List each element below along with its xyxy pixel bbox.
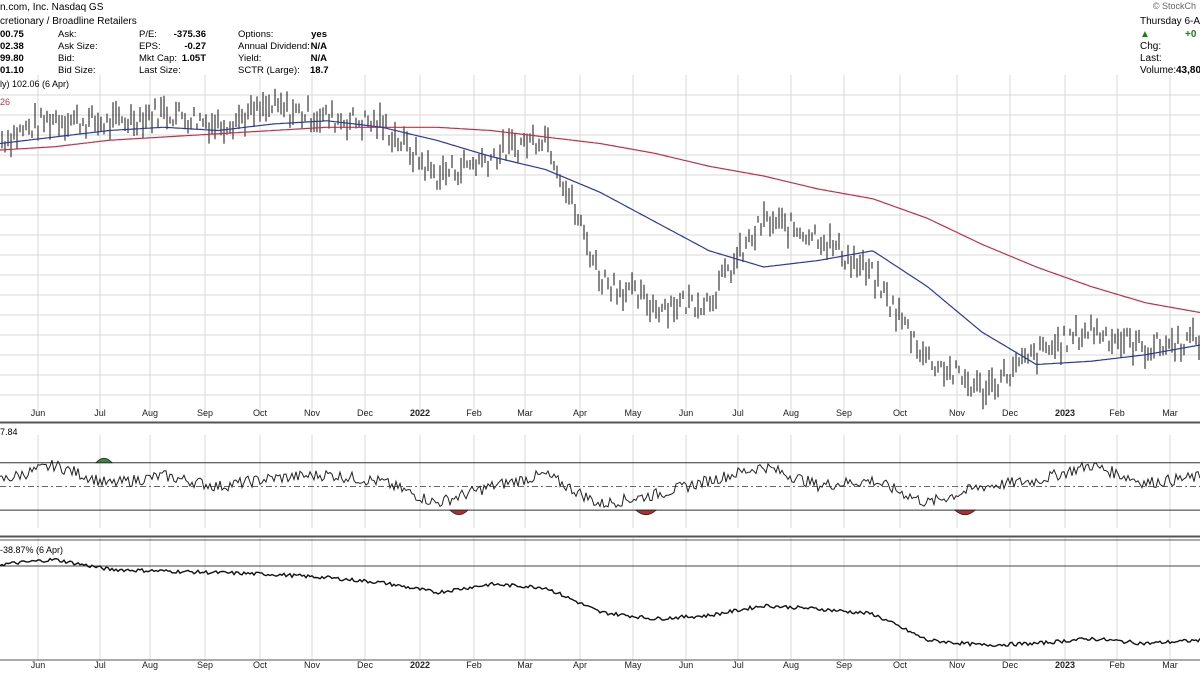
x-tick-label: 2023 — [1055, 408, 1075, 418]
quote-key: Ask: — [58, 29, 77, 40]
ma-long-line — [0, 126, 1200, 314]
x-tick-label: Mar — [517, 660, 533, 670]
x-tick-label: Sep — [197, 408, 213, 418]
x-tick-label: Aug — [142, 408, 158, 418]
rsi-panel-label: 7.84 — [0, 427, 18, 437]
quote-key: P/E: — [139, 29, 157, 40]
up-arrow-icon: ▲ — [1140, 29, 1150, 40]
quote-row: 01.10 Bid Size: Last Size: SCTR (Large):… — [0, 65, 329, 77]
quote-value: yes — [311, 29, 327, 40]
quote-row: 00.75 Ask: P/E: -375.36 Options: yes — [0, 29, 327, 41]
quote-key: SCTR (Large): — [238, 65, 300, 76]
quote-value: -375.36 — [173, 29, 206, 40]
sector-label: cretionary / Broadline Retailers — [0, 16, 137, 27]
quote-key: Bid: — [58, 53, 75, 64]
rsi-oversold-fill — [634, 509, 658, 516]
x-tick-label: Dec — [1002, 408, 1019, 418]
relative-strength-line — [0, 557, 1200, 648]
x-tick-label: Dec — [357, 660, 374, 670]
x-tick-label: Feb — [466, 408, 482, 418]
rsi-oversold-fill — [449, 509, 469, 516]
x-tick-label: Nov — [304, 408, 321, 418]
x-tick-label: Mar — [1162, 660, 1178, 670]
rsi-line — [0, 459, 1200, 509]
x-tick-label: Jul — [732, 408, 744, 418]
x-tick-label: Jun — [31, 408, 46, 418]
price-axis-fragment: 26 — [0, 97, 11, 107]
x-tick-label: Oct — [253, 408, 268, 418]
relative-panel-label: -38.87% (6 Apr) — [0, 545, 64, 555]
quote-key: Mkt Cap: — [139, 53, 178, 64]
x-tick-label: Aug — [783, 660, 799, 670]
last-label: Last: — [1140, 53, 1162, 64]
quote-key: Yield: — [238, 53, 262, 64]
rsi-oversold-fill — [953, 509, 977, 516]
x-tick-label: Jul — [94, 408, 106, 418]
ma-short-line — [0, 120, 1200, 366]
x-tick-label: Jul — [94, 660, 106, 670]
quote-key: Options: — [238, 29, 274, 40]
x-tick-label: Nov — [949, 408, 966, 418]
x-tick-label: Jun — [679, 408, 694, 418]
company-name: n.com, Inc. Nasdaq GS — [0, 2, 104, 13]
change-row: ▲ +0 — [1140, 29, 1196, 41]
chg-label: Chg: — [1140, 41, 1162, 52]
x-tick-label: Dec — [357, 408, 374, 418]
x-tick-label: Feb — [466, 660, 482, 670]
x-tick-label: Aug — [783, 408, 799, 418]
x-tick-label: Oct — [893, 660, 908, 670]
x-tick-label: Apr — [573, 660, 587, 670]
x-tick-label: Sep — [836, 408, 852, 418]
quote-key: Bid Size: — [58, 65, 96, 76]
quote-key: EPS: — [139, 41, 161, 52]
x-tick-label: May — [624, 408, 642, 418]
x-tick-label: Feb — [1109, 408, 1125, 418]
x-tick-label: Sep — [836, 660, 852, 670]
quote-key: Annual Dividend: — [238, 41, 310, 52]
quote-value: N/A — [310, 53, 327, 64]
x-tick-label: Mar — [517, 408, 533, 418]
rsi-overbought-fill — [95, 457, 113, 464]
x-tick-label: Dec — [1002, 660, 1019, 670]
quote-value: 1.05T — [181, 53, 206, 64]
x-tick-label: Feb — [1109, 660, 1125, 670]
quote-value: 01.10 — [0, 65, 24, 76]
price-bars — [1, 88, 1200, 410]
volume-label: Volume: — [1140, 65, 1177, 76]
price-panel-label: ly) 102.06 (6 Apr) — [0, 79, 70, 89]
quote-value: 02.38 — [0, 41, 24, 52]
quote-key: Last Size: — [139, 65, 181, 76]
volume-row: Volume: 43,80 — [1140, 65, 1200, 77]
quote-row: 99.80 Bid: Mkt Cap: 1.05T Yield: N/A — [0, 53, 327, 65]
x-tick-label: Jun — [679, 660, 694, 670]
quote-value: 18.7 — [310, 65, 329, 76]
volume-value: 43,80 — [1176, 65, 1200, 76]
quote-value: N/A — [310, 41, 327, 52]
x-tick-label: May — [624, 660, 642, 670]
quote-value: 00.75 — [0, 29, 24, 40]
quote-value: -0.27 — [184, 41, 206, 52]
x-tick-label: Jun — [31, 660, 46, 670]
x-tick-label: Nov — [949, 660, 966, 670]
quote-key: Ask Size: — [58, 41, 98, 52]
x-tick-label: 2023 — [1055, 660, 1075, 670]
change-value: +0 — [1185, 29, 1197, 40]
x-tick-label: Nov — [304, 660, 321, 670]
x-tick-label: Oct — [893, 408, 908, 418]
x-tick-label: Sep — [197, 660, 213, 670]
x-tick-label: Oct — [253, 660, 268, 670]
x-tick-label: Jul — [732, 660, 744, 670]
quote-date: Thursday 6-Ap — [1140, 16, 1200, 27]
x-tick-label: 2022 — [410, 408, 430, 418]
x-tick-label: Mar — [1162, 408, 1178, 418]
x-tick-label: Aug — [142, 660, 158, 670]
x-tick-label: 2022 — [410, 660, 430, 670]
quote-value: 99.80 — [0, 53, 24, 64]
quote-row: 02.38 Ask Size: EPS: -0.27 Annual Divide… — [0, 41, 327, 53]
stockcharts-logo: © StockCh — [1152, 1, 1196, 11]
x-tick-label: Apr — [573, 408, 587, 418]
